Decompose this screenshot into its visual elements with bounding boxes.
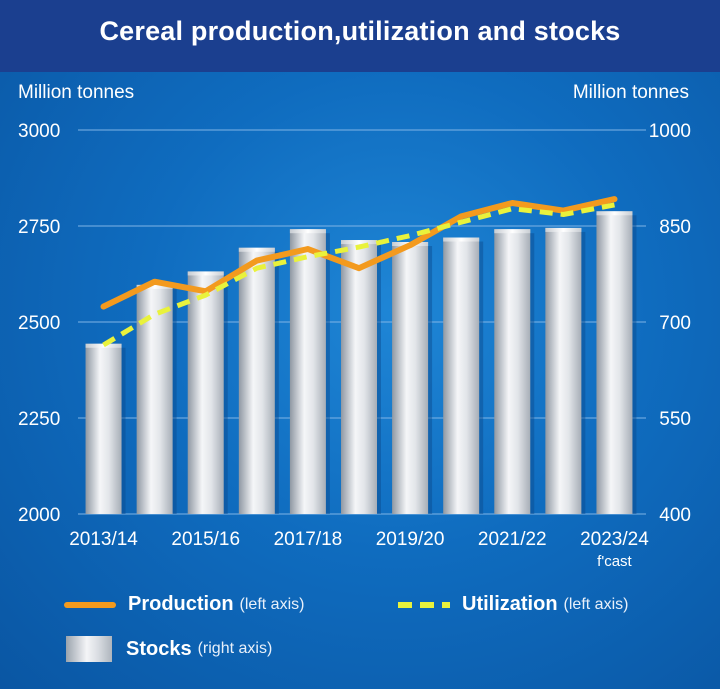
stocks-bar-cap xyxy=(596,211,633,216)
stocks-bar-cap xyxy=(289,229,326,234)
x-tick-label: 2013/14 xyxy=(69,529,138,550)
right-tick-label: 550 xyxy=(659,409,691,430)
x-tick-label: 2023/24 xyxy=(580,529,649,550)
legend-utilization-name: Utilization xyxy=(462,593,558,615)
stocks-bar xyxy=(443,237,480,514)
legend-item-stocks: Stocks (right axis) xyxy=(66,636,272,662)
legend-stocks-note: (right axis) xyxy=(197,640,273,657)
x-tick-label: 2017/18 xyxy=(274,529,343,550)
title-bar: Cereal production,utilization and stocks xyxy=(0,0,720,72)
right-tick-label: 700 xyxy=(659,313,691,334)
stocks-bar-cap xyxy=(85,343,122,348)
left-tick-label: 3000 xyxy=(18,121,60,142)
left-tick-label: 2000 xyxy=(18,505,60,526)
stocks-bar xyxy=(289,229,326,514)
legend-item-production: Production (left axis) xyxy=(64,593,304,616)
stocks-bar xyxy=(187,271,224,514)
x-tick-label: 2015/16 xyxy=(171,529,240,550)
right-tick-label: 1000 xyxy=(649,121,691,142)
stocks-bar xyxy=(596,211,633,514)
legend-production-note: (left axis) xyxy=(239,595,305,613)
chart-svg: Million tonnes Million tonnes 2000 400 225… xyxy=(18,82,691,570)
legend-production-name: Production xyxy=(128,593,234,615)
legend-utilization-note: (left axis) xyxy=(563,595,629,613)
stocks-bar-cap xyxy=(136,284,173,289)
stocks-bar-cap xyxy=(494,229,531,234)
x-tick-label: 2019/20 xyxy=(376,529,445,550)
stocks-bar-cap xyxy=(545,227,582,232)
stocks-bar xyxy=(545,227,582,515)
utilization-line xyxy=(102,202,615,348)
stocks-bar-cap xyxy=(187,271,224,276)
left-axis-label: Million tonnes xyxy=(18,82,134,103)
stocks-bar-cap xyxy=(443,237,480,242)
forecast-note: f'cast xyxy=(597,553,632,570)
legend-stocks-name: Stocks xyxy=(126,637,192,660)
left-tick-label: 2750 xyxy=(18,217,60,238)
stocks-bar-cap xyxy=(341,240,377,245)
stocks-bar xyxy=(392,242,429,514)
x-tick-label: 2021/22 xyxy=(478,529,547,550)
utilization-swatch xyxy=(398,601,450,608)
stocks-bar-cap xyxy=(238,247,275,252)
stocks-bar xyxy=(341,240,377,514)
right-axis-label: Million tonnes xyxy=(573,82,689,103)
stocks-bar xyxy=(85,343,122,514)
legend-item-utilization: Utilization (left axis) xyxy=(398,593,628,616)
left-tick-label: 2500 xyxy=(18,313,60,334)
left-tick-label: 2250 xyxy=(18,409,60,430)
stocks-bar xyxy=(494,229,531,514)
stocks-bar xyxy=(238,247,275,514)
chart-title: Cereal production,utilization and stocks xyxy=(99,16,621,46)
right-tick-label: 400 xyxy=(659,505,691,526)
production-swatch xyxy=(64,601,116,608)
legend: Production (left axis) Utilization (left… xyxy=(0,585,720,685)
production-line xyxy=(100,196,618,310)
right-tick-label: 850 xyxy=(659,217,691,238)
stocks-swatch xyxy=(66,636,112,662)
